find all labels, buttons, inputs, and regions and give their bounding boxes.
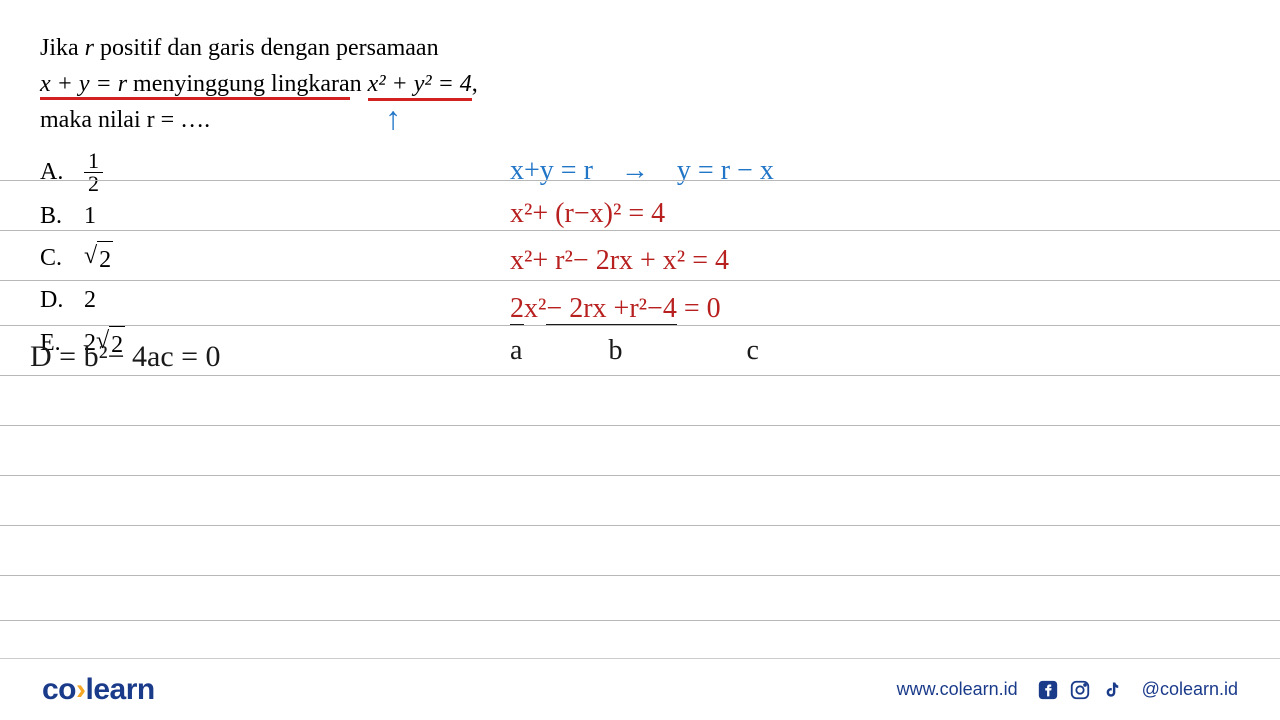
logo-co: co	[42, 673, 76, 706]
q-line3: maka nilai r = ….	[40, 107, 210, 133]
instagram-icon	[1068, 678, 1092, 702]
ruled-line	[0, 425, 1280, 426]
label-a: a	[510, 335, 522, 366]
sqrt-sign: √	[84, 238, 97, 275]
sqrt-val: 2	[97, 241, 113, 279]
tiktok-icon	[1100, 678, 1124, 702]
work-l1a: x+y = r	[510, 155, 593, 186]
frac-num: 1	[84, 150, 103, 173]
q-mid: menyinggung lingkara	[127, 71, 350, 100]
logo-learn: learn	[86, 673, 155, 706]
work-l4d: +r²−4	[607, 293, 677, 326]
q-mid-n: n	[350, 71, 368, 97]
work-line1: x+y = r → y = r − x	[510, 155, 774, 187]
option-d-label: D.	[40, 282, 84, 319]
work-line3: x²+ r²− 2rx + x² = 4	[510, 245, 729, 277]
ruled-line	[0, 575, 1280, 576]
logo-dot: ›	[76, 673, 86, 706]
q-line1-prefix: Jika	[40, 35, 85, 61]
ruled-line	[0, 620, 1280, 621]
q-line1-rest: positif dan garis dengan persamaan	[94, 35, 439, 61]
footer: co›learn www.colearn.id @colearn.id	[0, 658, 1280, 720]
option-c-label: C.	[40, 240, 84, 277]
q-line1-var: r	[85, 35, 94, 61]
arrow-annotation: ↑	[385, 100, 401, 137]
option-a-label: A.	[40, 154, 84, 191]
facebook-icon	[1036, 678, 1060, 702]
footer-url: www.colearn.id	[897, 679, 1018, 700]
work-l1b: y = r − x	[677, 155, 774, 186]
work-l4c: − 2rx	[546, 293, 606, 326]
work-line4: 2x²− 2rx +r²−4 = 0	[510, 293, 721, 325]
ruled-line	[0, 230, 1280, 231]
option-a-fraction: 1 2	[84, 150, 103, 195]
option-d-value: 2	[84, 282, 96, 319]
work-abc-labels: a b c	[510, 335, 759, 367]
q-eq2-text: x² + y² = 4	[368, 71, 472, 97]
work-discriminant: D = b²− 4ac = 0	[30, 340, 221, 374]
work-l4e: = 0	[677, 293, 721, 324]
work-l4b: x²	[524, 293, 546, 324]
work-l4a: 2	[510, 293, 524, 326]
question-text: Jika r positif dan garis dengan persamaa…	[40, 30, 500, 138]
work-l1-arrow: →	[621, 155, 649, 186]
frac-den: 2	[84, 173, 103, 195]
ruled-line	[0, 280, 1280, 281]
logo: co›learn	[42, 673, 155, 707]
ruled-line	[0, 180, 1280, 181]
q-eq2: x² + y² = 4	[368, 71, 472, 101]
ruled-line	[0, 375, 1280, 376]
footer-right: www.colearn.id @colearn.id	[897, 678, 1238, 702]
ruled-line	[0, 475, 1280, 476]
ruled-line	[0, 325, 1280, 326]
q-comma: ,	[472, 71, 478, 97]
q-eq1-text: x + y = r	[40, 71, 127, 97]
social-icons	[1036, 678, 1124, 702]
footer-handle: @colearn.id	[1142, 679, 1238, 700]
ruled-line	[0, 525, 1280, 526]
label-b: b	[608, 335, 622, 366]
label-c: c	[746, 335, 758, 366]
work-line2: x²+ (r−x)² = 4	[510, 198, 665, 230]
q-eq1: x + y = r	[40, 71, 127, 100]
option-c-sqrt: √2	[84, 238, 113, 279]
